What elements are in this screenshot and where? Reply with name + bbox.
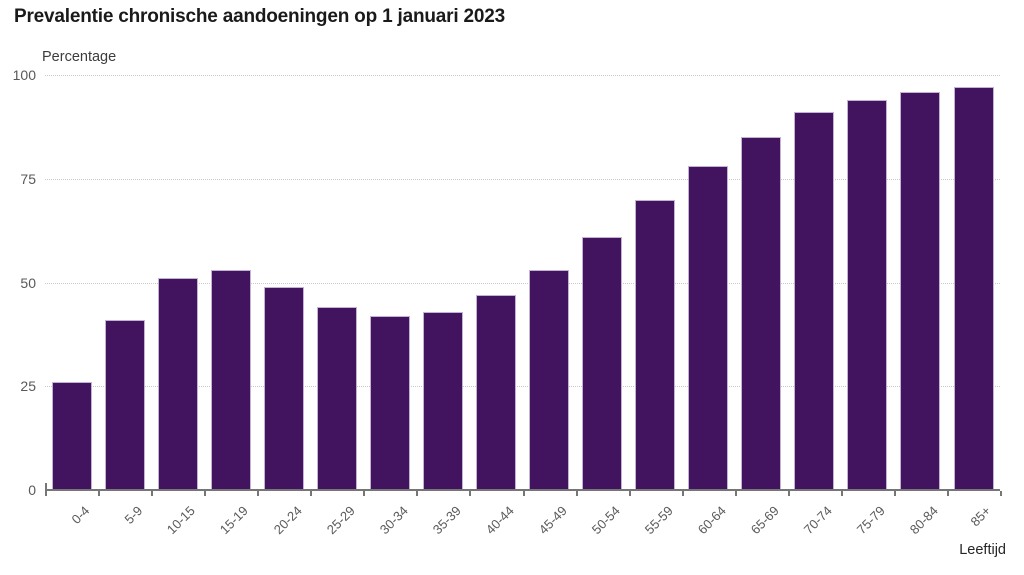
y-axis-title: Percentage xyxy=(42,49,117,65)
x-tick-6 xyxy=(363,491,366,496)
bar-70-74 xyxy=(794,112,835,490)
x-axis-title: Leeftijd xyxy=(959,542,1006,558)
x-tick-label-text: 65-69 xyxy=(747,503,782,538)
x-tick-label-text: 20-24 xyxy=(270,503,305,538)
x-tick-11 xyxy=(628,491,631,496)
x-tick-10 xyxy=(575,491,578,496)
x-tick-3 xyxy=(204,491,207,496)
x-tick-7 xyxy=(416,491,419,496)
x-tick-label-text: 75-79 xyxy=(853,503,888,538)
x-tick-label-text: 15-19 xyxy=(217,503,252,538)
x-axis-left-nub xyxy=(45,483,47,489)
x-tick-5 xyxy=(310,491,313,496)
x-tick-9 xyxy=(522,491,525,496)
x-tick-label-text: 45-49 xyxy=(535,503,570,538)
bar-45-49 xyxy=(529,270,569,490)
bar-60-64 xyxy=(688,166,729,490)
bar-65-69 xyxy=(741,137,782,491)
x-tick-2 xyxy=(151,491,154,496)
x-tick-1 xyxy=(98,491,101,496)
bar-15-19 xyxy=(210,270,251,490)
bar-5-9 xyxy=(104,319,145,490)
x-tick-4 xyxy=(257,491,260,496)
y-gridline-75 xyxy=(45,178,1000,180)
bar-85+ xyxy=(953,87,994,490)
y-tick-label-100: 100 xyxy=(12,67,36,83)
x-tick-0 xyxy=(45,491,47,496)
bar-75-79 xyxy=(847,99,888,490)
chart-title: Prevalentie chronische aandoeningen op 1… xyxy=(14,6,505,27)
x-tick-label-text: 50-54 xyxy=(588,503,623,538)
x-tick-13 xyxy=(734,491,737,496)
x-tick-label-text: 25-29 xyxy=(323,503,358,538)
x-tick-label-text: 5-9 xyxy=(121,503,146,527)
x-tick-label-text: 40-44 xyxy=(482,503,517,538)
bar-80-84 xyxy=(900,91,941,490)
y-tick-label-75: 75 xyxy=(20,170,36,187)
bar-50-54 xyxy=(582,236,623,490)
y-tick-label-25: 25 xyxy=(20,378,36,395)
x-tick-label-text: 70-74 xyxy=(800,503,835,538)
y-gridline-25 xyxy=(45,386,1000,388)
x-tick-label-text: 35-39 xyxy=(429,503,464,538)
bar-35-39 xyxy=(422,311,463,490)
x-tick-14 xyxy=(787,491,790,496)
x-tick-label-text: 60-64 xyxy=(694,503,729,538)
y-gridline-100 xyxy=(45,75,1000,76)
y-tick-label-0: 0 xyxy=(28,482,36,498)
x-tick-12 xyxy=(681,491,684,496)
bar-55-59 xyxy=(635,199,676,490)
bar-0-4 xyxy=(51,382,92,490)
x-tick-label-text: 85+ xyxy=(967,503,995,530)
x-tick-17 xyxy=(946,491,949,496)
bar-40-44 xyxy=(476,295,516,490)
x-tick-16 xyxy=(893,491,896,496)
x-tick-15 xyxy=(840,491,843,496)
x-tick-8 xyxy=(469,491,472,496)
y-gridline-50 xyxy=(45,282,1000,284)
bar-30-34 xyxy=(369,315,410,490)
x-tick-label-text: 0-4 xyxy=(68,503,93,527)
bar-10-15 xyxy=(157,278,198,491)
y-tick-label-50: 50 xyxy=(20,274,36,291)
bar-20-24 xyxy=(263,286,304,490)
x-tick-18 xyxy=(1000,491,1002,496)
x-tick-label-text: 30-34 xyxy=(376,503,411,538)
bar-25-29 xyxy=(316,307,357,490)
x-tick-label-text: 80-84 xyxy=(906,503,941,538)
x-axis-line xyxy=(45,489,1000,491)
x-tick-label-text: 10-15 xyxy=(164,503,199,538)
x-tick-label-text: 55-59 xyxy=(641,503,676,538)
